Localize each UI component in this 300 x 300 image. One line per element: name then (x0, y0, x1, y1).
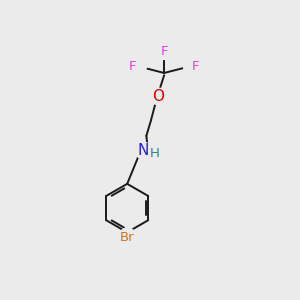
Text: F: F (192, 59, 200, 73)
Text: N: N (138, 143, 149, 158)
Text: F: F (160, 44, 168, 58)
Text: F: F (129, 59, 136, 73)
Text: O: O (152, 88, 164, 104)
Text: H: H (149, 147, 159, 160)
Text: Br: Br (120, 231, 134, 244)
